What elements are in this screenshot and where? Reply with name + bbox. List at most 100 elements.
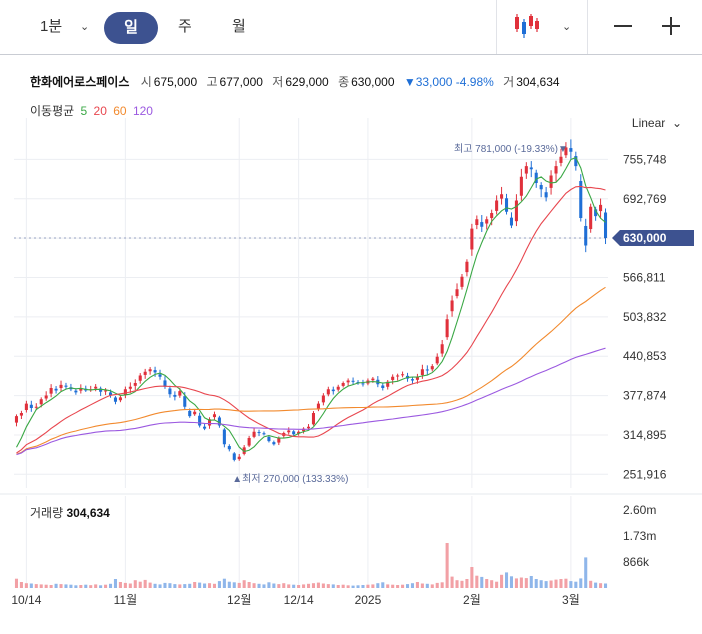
candle-body — [371, 378, 375, 381]
volume-bar — [163, 582, 167, 588]
volume-bar — [351, 585, 355, 588]
volume-bar — [168, 583, 172, 588]
volume-bar — [356, 585, 360, 588]
interval-select[interactable]: 1분 ⌄ — [40, 0, 96, 54]
candle-body — [554, 166, 558, 174]
scale-mode-select[interactable]: Linear ⌄ — [632, 116, 682, 130]
volume-bar — [519, 577, 523, 588]
volume-bar — [544, 581, 548, 588]
candle-body — [564, 147, 568, 156]
candle-body — [475, 219, 479, 226]
volume-bar — [366, 584, 370, 588]
volume-bar — [59, 584, 63, 588]
candle-body — [39, 399, 43, 405]
close-label: 종 — [338, 75, 350, 89]
volume-bar — [277, 584, 281, 588]
candle-body — [326, 389, 330, 395]
change-percent: -4.98% — [455, 75, 494, 89]
candle-body — [79, 388, 83, 391]
candle-body — [445, 319, 449, 338]
scale-mode-label: Linear — [631, 116, 666, 130]
volume-bar — [430, 584, 434, 588]
toolbar-divider — [496, 0, 497, 54]
volume-bar — [282, 583, 286, 588]
low-value: 629,000 — [285, 75, 329, 89]
candle-body — [534, 172, 538, 183]
candlestick-type-icon[interactable] — [514, 14, 540, 38]
y-tick-label: 755,748 — [623, 152, 667, 166]
volume-bar — [14, 578, 19, 588]
toolbar-divider — [587, 0, 588, 54]
volume-bar — [485, 579, 489, 588]
volume-bar — [183, 584, 187, 588]
high-value: 677,000 — [219, 75, 263, 89]
volume-bar — [455, 580, 459, 588]
candle-body — [128, 386, 132, 389]
volume-bar — [569, 581, 573, 588]
volume-bar — [198, 582, 202, 588]
candle-body — [212, 414, 217, 418]
current-price-label: 630,000 — [623, 231, 667, 245]
candle-body — [94, 386, 98, 389]
volume-value: 304,634 — [66, 506, 110, 520]
volume-bar — [381, 582, 385, 588]
candle-body — [386, 381, 390, 387]
moving-average-legend[interactable]: 이동평균 5 20 60 120 — [30, 102, 156, 119]
volume-bar — [415, 582, 419, 588]
volume-bar — [589, 580, 593, 588]
volume-bar — [490, 580, 494, 588]
y-tick-label: 440,853 — [623, 349, 667, 363]
candle-body — [158, 374, 162, 377]
volume-short-value: 304,634 — [516, 75, 560, 89]
candle-body — [247, 438, 251, 446]
open-label: 시 — [140, 75, 152, 89]
volume-bar — [391, 584, 395, 588]
candle-body — [509, 217, 514, 226]
y-tick-label: 377,874 — [623, 389, 667, 403]
volume-bar — [306, 583, 311, 588]
volume-tick-label: 866k — [623, 555, 650, 569]
volume-bar — [89, 585, 93, 588]
candle-body — [198, 415, 202, 426]
candle-body — [74, 390, 78, 393]
candle-body — [569, 148, 573, 152]
volume-title: 거래량 304,634 — [30, 504, 110, 521]
volume-bar — [440, 582, 444, 588]
candle-body — [559, 156, 563, 163]
candle-body — [519, 176, 523, 196]
volume-bar — [292, 584, 296, 588]
volume-bar — [178, 584, 182, 588]
volume-bar — [99, 585, 103, 588]
tab-day[interactable]: 일 — [104, 12, 158, 44]
volume-bar — [341, 584, 345, 588]
volume-bar — [252, 583, 256, 588]
candle-body — [143, 371, 147, 375]
volume-bar — [138, 581, 142, 588]
volume-bar — [84, 584, 88, 588]
candle-body — [603, 212, 608, 238]
candle-body — [49, 388, 53, 394]
candle-body — [272, 442, 276, 445]
zoom-out-icon[interactable] — [614, 25, 632, 27]
volume-bar — [336, 585, 340, 588]
candle-body — [440, 344, 444, 354]
candle-body — [34, 406, 38, 408]
chevron-down-icon[interactable]: ⌄ — [562, 21, 572, 33]
volume-bar — [376, 583, 380, 588]
volume-bar — [495, 581, 499, 588]
candle-body — [292, 431, 296, 435]
volume-bar — [158, 584, 162, 588]
x-tick-label: 10/14 — [11, 593, 41, 607]
volume-bar — [386, 584, 390, 588]
volume-bar — [321, 583, 325, 588]
volume-tick-label: 1.73m — [623, 529, 656, 543]
candle-body — [430, 366, 434, 370]
current-price-tag — [612, 230, 694, 246]
candle-body — [24, 403, 28, 411]
candle-body — [252, 431, 256, 437]
tab-week[interactable]: 주 — [178, 18, 192, 35]
tab-month[interactable]: 월 — [232, 18, 246, 35]
volume-bar — [504, 572, 509, 588]
candle-body — [460, 276, 464, 287]
